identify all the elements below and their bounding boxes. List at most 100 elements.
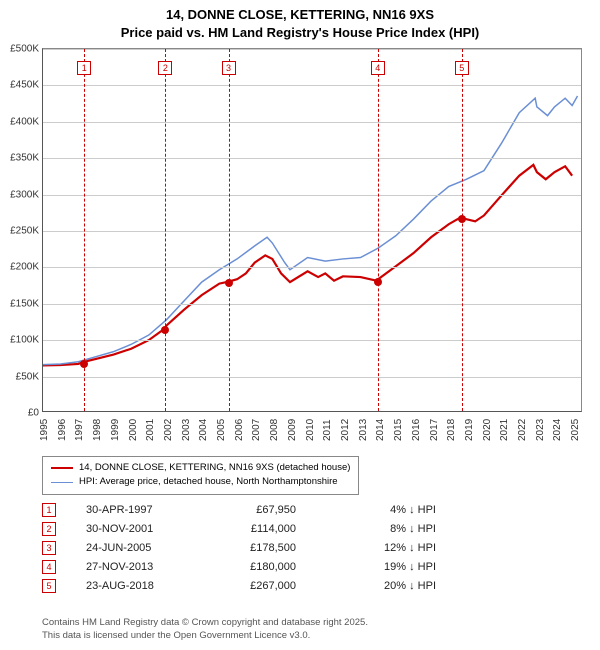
legend-swatch bbox=[51, 482, 73, 483]
x-axis-label: 2013 bbox=[358, 419, 369, 441]
legend-item: 14, DONNE CLOSE, KETTERING, NN16 9XS (de… bbox=[51, 461, 350, 475]
x-axis-label: 2004 bbox=[198, 419, 209, 441]
footer-line-2: This data is licensed under the Open Gov… bbox=[42, 630, 368, 642]
plot-region: £0£50K£100K£150K£200K£250K£300K£350K£400… bbox=[42, 48, 582, 412]
sale-point bbox=[225, 279, 233, 287]
sale-row: 3 24-JUN-2005£178,50012% ↓ HPI bbox=[42, 538, 436, 557]
x-axis-label: 2016 bbox=[411, 419, 422, 441]
legend-item: HPI: Average price, detached house, Nort… bbox=[51, 475, 350, 489]
x-axis-label: 2019 bbox=[464, 419, 475, 441]
y-axis-label: £0 bbox=[28, 408, 43, 419]
sale-row-number: 2 bbox=[42, 522, 56, 536]
x-axis-label: 2005 bbox=[216, 419, 227, 441]
sale-row-price: £67,950 bbox=[216, 504, 326, 516]
x-axis-label: 2025 bbox=[570, 419, 581, 441]
x-axis-label: 1995 bbox=[39, 419, 50, 441]
sale-row-diff: 8% ↓ HPI bbox=[326, 523, 436, 535]
sale-marker-line bbox=[165, 49, 166, 411]
sales-table: 1 30-APR-1997£67,9504% ↓ HPI 2 30-NOV-2001£… bbox=[42, 500, 436, 595]
x-axis-label: 2000 bbox=[128, 419, 139, 441]
sale-row: 1 30-APR-1997£67,9504% ↓ HPI bbox=[42, 500, 436, 519]
x-axis-label: 2022 bbox=[517, 419, 528, 441]
sale-point bbox=[374, 278, 382, 286]
x-axis-label: 2009 bbox=[287, 419, 298, 441]
sale-marker-box: 2 bbox=[158, 61, 172, 75]
sale-row-date: 30-APR-1997 bbox=[86, 504, 216, 516]
sale-row-date: 27-NOV-2013 bbox=[86, 561, 216, 573]
y-axis-label: £350K bbox=[10, 153, 43, 164]
sale-point bbox=[458, 215, 466, 223]
y-axis-label: £150K bbox=[10, 298, 43, 309]
sale-row-price: £114,000 bbox=[216, 523, 326, 535]
x-axis-label: 2021 bbox=[499, 419, 510, 441]
gridline-h bbox=[43, 122, 581, 123]
legend-swatch bbox=[51, 467, 73, 469]
sale-marker-box: 5 bbox=[455, 61, 469, 75]
chart-area: £0£50K£100K£150K£200K£250K£300K£350K£400… bbox=[42, 48, 582, 448]
gridline-h bbox=[43, 304, 581, 305]
gridline-h bbox=[43, 49, 581, 50]
x-axis-label: 2014 bbox=[375, 419, 386, 441]
legend-label: 14, DONNE CLOSE, KETTERING, NN16 9XS (de… bbox=[79, 461, 350, 475]
x-axis-label: 1999 bbox=[110, 419, 121, 441]
gridline-h bbox=[43, 340, 581, 341]
sale-point bbox=[161, 326, 169, 334]
sale-row: 2 30-NOV-2001£114,0008% ↓ HPI bbox=[42, 519, 436, 538]
x-axis-label: 2018 bbox=[446, 419, 457, 441]
sale-marker-line bbox=[229, 49, 230, 411]
x-axis-label: 2007 bbox=[251, 419, 262, 441]
y-axis-label: £300K bbox=[10, 189, 43, 200]
sale-marker-line bbox=[84, 49, 85, 411]
sale-row-price: £178,500 bbox=[216, 542, 326, 554]
y-axis-label: £200K bbox=[10, 262, 43, 273]
sale-marker-box: 4 bbox=[371, 61, 385, 75]
sale-marker-box: 1 bbox=[77, 61, 91, 75]
footer-line-1: Contains HM Land Registry data © Crown c… bbox=[42, 617, 368, 629]
sale-row-diff: 19% ↓ HPI bbox=[326, 561, 436, 573]
x-axis-label: 2015 bbox=[393, 419, 404, 441]
y-axis-label: £400K bbox=[10, 116, 43, 127]
x-axis-label: 1996 bbox=[57, 419, 68, 441]
gridline-h bbox=[43, 267, 581, 268]
gridline-h bbox=[43, 377, 581, 378]
title-line-1: 14, DONNE CLOSE, KETTERING, NN16 9XS bbox=[0, 6, 600, 24]
chart-container: 14, DONNE CLOSE, KETTERING, NN16 9XS Pri… bbox=[0, 0, 600, 650]
sale-row-number: 4 bbox=[42, 560, 56, 574]
x-axis-label: 2020 bbox=[482, 419, 493, 441]
sale-row-date: 24-JUN-2005 bbox=[86, 542, 216, 554]
x-axis-label: 2012 bbox=[340, 419, 351, 441]
sale-row: 523-AUG-2018£267,00020% ↓ HPI bbox=[42, 576, 436, 595]
sale-marker-box: 3 bbox=[222, 61, 236, 75]
y-axis-label: £100K bbox=[10, 335, 43, 346]
y-axis-label: £50K bbox=[16, 371, 43, 382]
sale-row-date: 30-NOV-2001 bbox=[86, 523, 216, 535]
line-svg bbox=[43, 49, 581, 411]
x-axis-label: 2023 bbox=[535, 419, 546, 441]
sale-row-diff: 20% ↓ HPI bbox=[326, 580, 436, 592]
y-axis-label: £250K bbox=[10, 226, 43, 237]
sale-row-number: 1 bbox=[42, 503, 56, 517]
title-block: 14, DONNE CLOSE, KETTERING, NN16 9XS Pri… bbox=[0, 0, 600, 41]
sale-row-diff: 12% ↓ HPI bbox=[326, 542, 436, 554]
legend: 14, DONNE CLOSE, KETTERING, NN16 9XS (de… bbox=[42, 456, 359, 495]
gridline-h bbox=[43, 231, 581, 232]
sale-point bbox=[80, 360, 88, 368]
x-axis-label: 1998 bbox=[92, 419, 103, 441]
sale-marker-line bbox=[462, 49, 463, 411]
sale-marker-line bbox=[378, 49, 379, 411]
title-line-2: Price paid vs. HM Land Registry's House … bbox=[0, 24, 600, 42]
x-axis-label: 2003 bbox=[181, 419, 192, 441]
gridline-h bbox=[43, 195, 581, 196]
x-axis-label: 2017 bbox=[429, 419, 440, 441]
sale-row-number: 3 bbox=[42, 541, 56, 555]
x-axis-label: 2024 bbox=[552, 419, 563, 441]
sale-row-date: 23-AUG-2018 bbox=[86, 580, 216, 592]
legend-label: HPI: Average price, detached house, Nort… bbox=[79, 475, 338, 489]
sale-row: 427-NOV-2013£180,00019% ↓ HPI bbox=[42, 557, 436, 576]
footer: Contains HM Land Registry data © Crown c… bbox=[42, 617, 368, 642]
sale-row-number: 5 bbox=[42, 579, 56, 593]
x-axis-label: 2001 bbox=[145, 419, 156, 441]
x-axis-label: 2002 bbox=[163, 419, 174, 441]
sale-row-diff: 4% ↓ HPI bbox=[326, 504, 436, 516]
y-axis-label: £450K bbox=[10, 80, 43, 91]
